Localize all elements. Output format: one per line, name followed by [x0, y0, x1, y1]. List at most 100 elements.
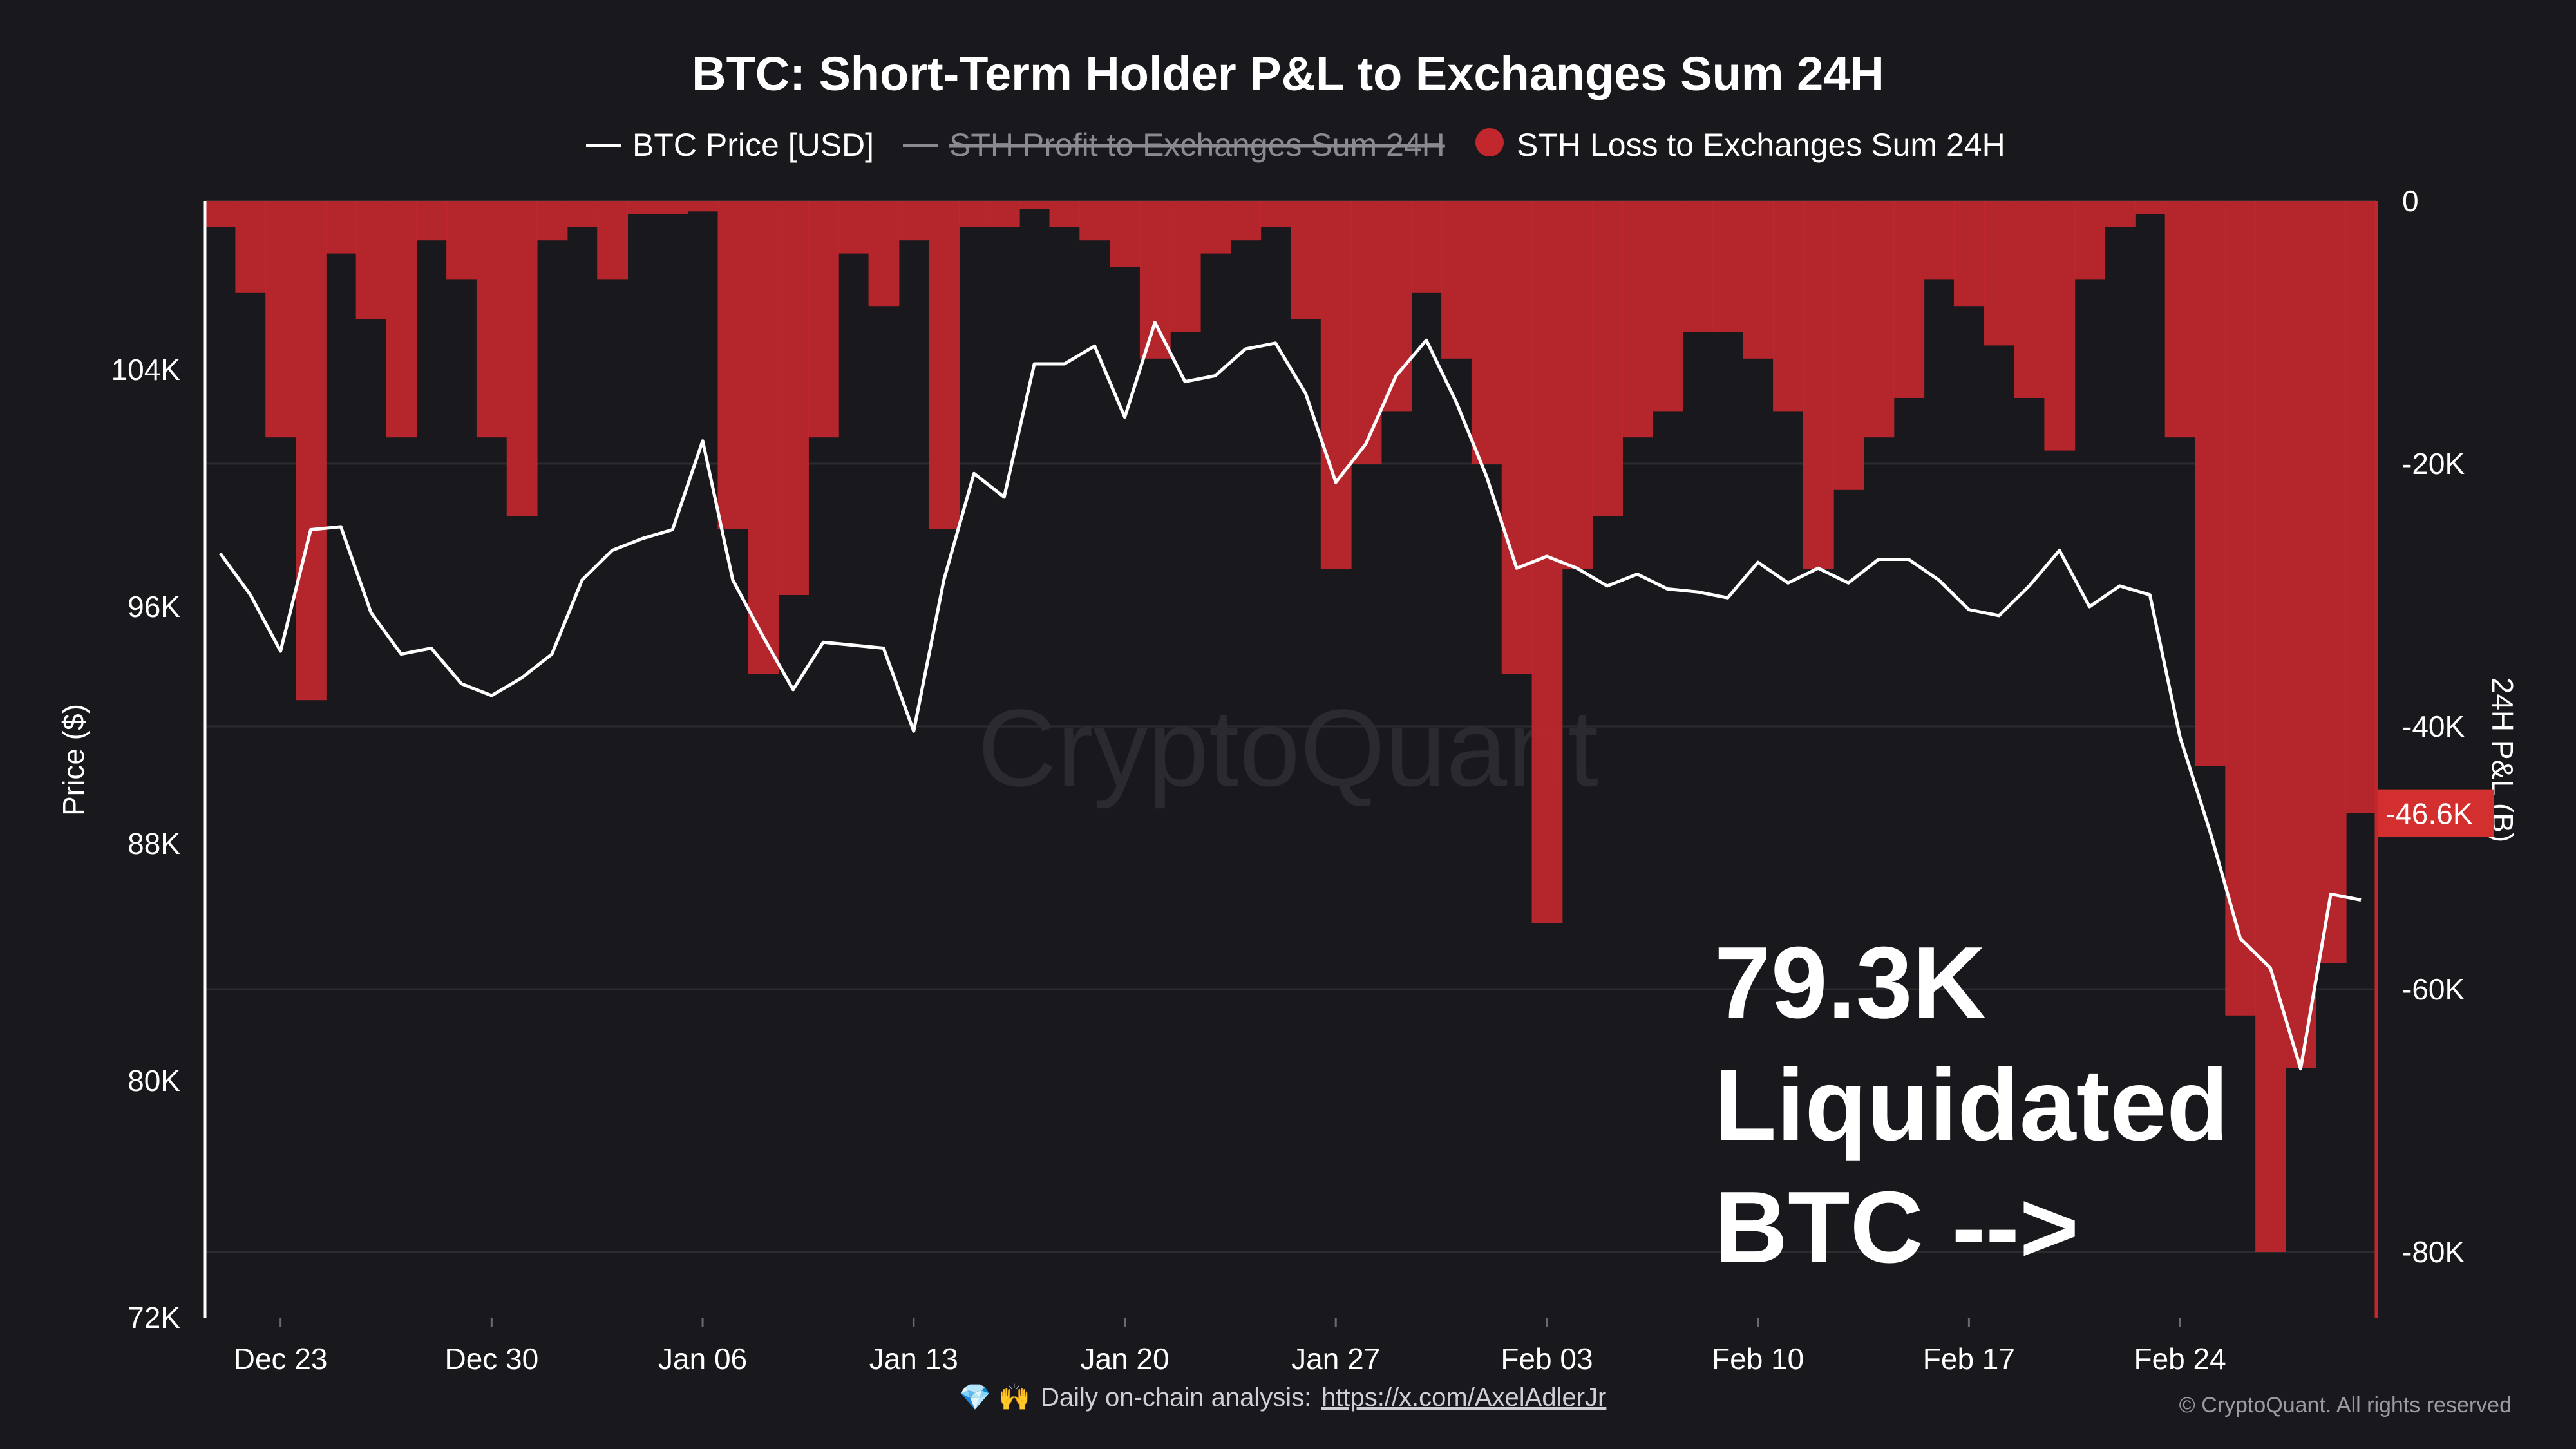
loss-bar	[1803, 201, 1834, 569]
right-tick-label: -40K	[2402, 710, 2465, 743]
loss-bar	[929, 201, 960, 529]
loss-bar	[567, 201, 598, 227]
x-tick-label: Feb 03	[1501, 1342, 1593, 1376]
current-value-badge-text: -46.6K	[2385, 797, 2473, 831]
loss-bar	[1230, 201, 1262, 241]
loss-bar	[1019, 201, 1050, 209]
loss-bar	[1200, 201, 1231, 254]
x-tick-label: Feb 24	[2134, 1342, 2226, 1376]
legend-loss-label[interactable]: STH Loss to Exchanges Sum 24H	[1517, 127, 2005, 163]
loss-bar	[1863, 201, 1895, 438]
loss-bar	[1953, 201, 1985, 307]
loss-bar	[386, 201, 417, 438]
loss-bar	[265, 201, 297, 438]
loss-bar	[1350, 201, 1382, 464]
right-tick-label: 0	[2402, 184, 2419, 218]
loss-bar	[1381, 201, 1412, 412]
loss-bar	[627, 201, 658, 214]
loss-bar	[2164, 201, 2196, 438]
loss-bar	[1893, 201, 1925, 398]
loss-bar	[2345, 201, 2377, 813]
loss-bar	[205, 201, 236, 227]
loss-bar	[2105, 201, 2136, 227]
loss-bar	[416, 201, 448, 241]
right-axis-ticks: 0 -20K -40K -60K -80K	[2402, 184, 2465, 1269]
loss-bar	[1592, 201, 1623, 516]
loss-bar	[1441, 201, 1472, 359]
loss-bar	[446, 201, 477, 280]
loss-area-series	[205, 201, 2377, 1252]
loss-bar	[1411, 201, 1443, 293]
loss-bar	[868, 201, 900, 307]
loss-bar	[898, 201, 930, 241]
annotation-line-3: BTC -->	[1714, 1171, 2079, 1284]
loss-bar	[1622, 201, 1653, 438]
footer-prefix: Daily on-chain analysis:	[1041, 1383, 1311, 1412]
loss-bar	[2134, 201, 2166, 214]
loss-bar	[235, 201, 267, 293]
chart-title: BTC: Short-Term Holder P&L to Exchanges …	[692, 47, 1884, 100]
loss-bar	[2285, 201, 2316, 1068]
left-tick-label: 80K	[128, 1064, 180, 1097]
x-tick-label: Jan 06	[658, 1342, 747, 1376]
loss-bar	[1110, 201, 1141, 267]
loss-bar	[355, 201, 387, 319]
loss-bar	[1743, 201, 1774, 359]
price-line-series	[218, 321, 2362, 1071]
loss-bar	[1712, 201, 1744, 332]
left-axis-ticks: 104K 96K 88K 80K 72K	[111, 353, 181, 1334]
loss-bar	[778, 201, 809, 595]
loss-bar	[2225, 201, 2257, 1016]
loss-bar	[1139, 201, 1171, 359]
legend-loss-dot-icon	[1475, 128, 1504, 156]
right-tick-label: -60K	[2402, 972, 2465, 1006]
current-value-badge: -46.6K	[2378, 789, 2494, 837]
loss-bar	[325, 201, 357, 254]
current-value-badge-bg	[2378, 789, 2494, 837]
x-tick-label: Feb 10	[1712, 1342, 1804, 1376]
annotation-line-1: 79.3K	[1714, 926, 1986, 1039]
x-tick-label: Feb 17	[1923, 1342, 2015, 1376]
loss-bar	[2074, 201, 2106, 280]
legend: BTC Price [USD] STH Profit to Exchanges …	[586, 127, 2005, 163]
annotation-line-2: Liquidated	[1714, 1048, 2229, 1162]
loss-bar	[1471, 201, 1502, 464]
loss-bar	[536, 201, 568, 241]
left-tick-label: 88K	[128, 827, 180, 860]
annotation: 79.3K Liquidated BTC -->	[1714, 926, 2229, 1284]
legend-price-label[interactable]: BTC Price [USD]	[632, 127, 874, 163]
left-axis-label: Price ($)	[57, 704, 90, 816]
x-tick-label: Dec 30	[444, 1342, 538, 1376]
loss-bar	[989, 201, 1020, 227]
loss-bar	[838, 201, 869, 254]
loss-bar	[1984, 201, 2015, 346]
loss-bar	[1652, 201, 1683, 412]
loss-bar	[1291, 201, 1321, 319]
loss-bar	[2315, 201, 2347, 963]
footer-emoji: 💎 🙌	[959, 1383, 1030, 1412]
loss-bar	[1924, 201, 1955, 280]
loss-bar	[1320, 201, 1352, 569]
loss-bar	[1833, 201, 1864, 490]
loss-bar	[2255, 201, 2286, 1252]
x-tick-label: Dec 23	[234, 1342, 328, 1376]
left-tick-label: 104K	[111, 353, 181, 386]
loss-bar	[296, 201, 327, 701]
loss-bar	[657, 201, 688, 214]
loss-bar	[1682, 201, 1714, 332]
left-tick-label: 96K	[128, 590, 180, 623]
footer-link[interactable]: https://x.com/AxelAdlerJr	[1321, 1383, 1606, 1412]
footer-copyright: © CryptoQuant. All rights reserved	[2179, 1393, 2512, 1417]
x-tick-label: Jan 13	[869, 1342, 958, 1376]
loss-bar	[1562, 201, 1593, 569]
watermark: CryptoQuant	[978, 687, 1598, 810]
x-tick-label: Jan 27	[1291, 1342, 1380, 1376]
loss-bar	[597, 201, 629, 280]
loss-bar	[1260, 201, 1291, 227]
loss-bar	[476, 201, 507, 438]
loss-bar	[748, 201, 779, 674]
footer: 💎 🙌 Daily on-chain analysis: https://x.c…	[959, 1383, 2512, 1417]
x-axis-ticks: Dec 23 Dec 30 Jan 06 Jan 13 Jan 20 Jan 27 Feb …	[234, 1318, 2226, 1376]
